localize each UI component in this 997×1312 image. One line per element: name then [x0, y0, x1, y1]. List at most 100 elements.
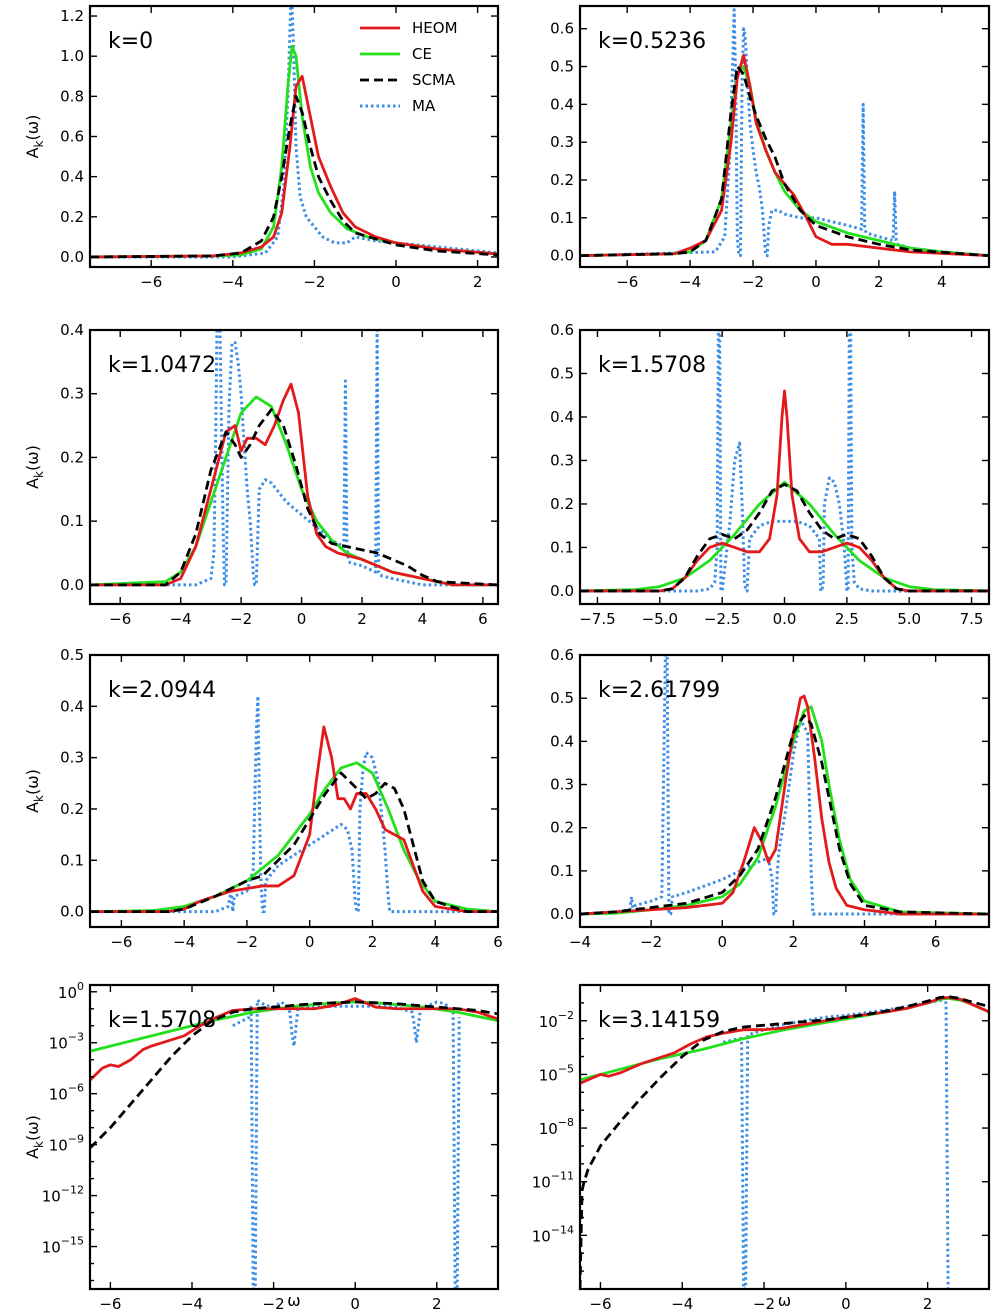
y-tick-label: 0.5	[550, 689, 574, 707]
legend-label: CE	[412, 45, 432, 63]
y-tick-label: 0.0	[60, 903, 84, 921]
x-tick-label: 0	[297, 610, 307, 628]
plot-area	[90, 330, 498, 587]
panel-label: k=0.5236	[598, 29, 706, 54]
series-heom-line	[90, 725, 498, 913]
series-scma-line	[90, 1000, 498, 1150]
x-tick-label: −2	[640, 933, 662, 951]
panel-label: k=0	[108, 29, 153, 54]
series-scma-line	[90, 94, 498, 259]
x-tick-label: −5.0	[642, 610, 678, 628]
x-tick-label: −6	[110, 933, 132, 951]
x-tick-label: −2	[263, 1295, 285, 1312]
y-tick-label: 0.6	[550, 646, 574, 664]
plot-area	[90, 6, 498, 259]
x-tick-label: −6	[99, 1295, 121, 1312]
x-axis-label: ω	[287, 1291, 300, 1310]
legend-entry-heom: HEOM	[360, 19, 458, 37]
x-tick-label: −4	[569, 933, 591, 951]
plot-area	[580, 995, 989, 1289]
panel-label: k=3.14159	[598, 1008, 720, 1033]
y-tick-label: 0.4	[60, 168, 84, 186]
x-tick-label: −2	[230, 610, 252, 628]
plot-area	[90, 694, 498, 914]
legend-label: SCMA	[412, 71, 456, 89]
y-axis-label: Ak(ω)	[23, 445, 46, 489]
series-ce-line	[580, 65, 989, 258]
y-tick-label: 0.4	[60, 321, 84, 339]
x-tick-label: −2	[742, 273, 764, 291]
x-tick-label: 0	[717, 933, 727, 951]
x-tick-label: 2	[874, 273, 884, 291]
subplot-2: −6 −4 −2 0 2 4 0.0 0.1 0.2 0.3 0.4 0.5 0.6 k=0.5236	[550, 4, 991, 291]
x-tick-label: 4	[860, 933, 870, 951]
subplot-8: −6 −4 −2 0 2 10−2 10−5 10−8 10−11 10−14 k=3.14159 ω	[532, 983, 991, 1312]
series-ma-line	[90, 694, 498, 914]
y-tick-label: 0.2	[60, 208, 84, 226]
series-ce-line	[580, 705, 989, 916]
y-tick-label: 0.6	[550, 321, 574, 339]
x-tick-label: 2	[789, 933, 799, 951]
y-tick-label: 10−12	[42, 1184, 84, 1206]
panel-label: k=2.61799	[598, 678, 720, 703]
series-ce-line	[580, 480, 989, 593]
x-tick-label: −6	[109, 610, 131, 628]
x-tick-label: 0.0	[773, 610, 797, 628]
axes-frame	[88, 328, 500, 606]
x-tick-label: 0	[305, 933, 315, 951]
x-tick-label: 4	[430, 933, 440, 951]
y-tick-label: 10−15	[42, 1235, 84, 1257]
series-heom-line	[90, 74, 498, 259]
y-axis-label: Ak(ω)	[23, 769, 46, 813]
x-tick-label: −4	[170, 610, 192, 628]
y-tick-label: 0.2	[550, 819, 574, 837]
x-tick-label: −2.5	[704, 610, 740, 628]
y-tick-label: 0.3	[60, 749, 84, 767]
series-ce-line	[90, 395, 498, 587]
y-tick-label: 10−14	[532, 1223, 574, 1245]
axes-frame	[578, 4, 991, 269]
x-tick-label: −6	[140, 273, 162, 291]
subplot-4: −7.5 −5.0 −2.5 0.0 2.5 5.0 7.5 0.0 0.1 0.2 0.3 0.4 0…	[550, 321, 991, 628]
y-tick-label: 10−11	[532, 1170, 574, 1192]
x-tick-label: 4	[937, 273, 947, 291]
y-tick-label: 0.1	[60, 512, 84, 530]
axes-frame	[88, 983, 500, 1291]
x-axis-label: ω	[778, 1291, 791, 1310]
x-tick-label: 6	[478, 610, 488, 628]
y-tick-label: 10−9	[49, 1133, 84, 1155]
series-heom-line	[580, 694, 989, 916]
subplot-5: −6 −4 −2 0 2 4 6 0.0 0.1 0.2 0.3 0.4 0.5 k=2.0944 Ak(ω…	[23, 646, 503, 951]
series-scma-line	[90, 408, 498, 587]
y-tick-label: 1.0	[60, 47, 84, 65]
x-tick-label: −2	[303, 273, 325, 291]
y-tick-label: 0.5	[60, 646, 84, 664]
y-axis-label: Ak(ω)	[23, 115, 46, 159]
y-tick-label: 10−3	[49, 1031, 84, 1053]
subplot-3: −6 −4 −2 0 2 4 6 0.0 0.1 0.2 0.3 0.4 k=1.0472 Ak(ω)	[23, 321, 500, 628]
legend-entry-ma: MA	[360, 97, 436, 115]
series-ma-line	[232, 998, 461, 1289]
x-tick-label: −6	[589, 1295, 611, 1312]
x-tick-label: 6	[493, 933, 503, 951]
axes-frame	[88, 653, 500, 929]
subplot-6: −4 −2 0 2 4 6 0.0 0.1 0.2 0.3 0.4 0.5 0.6 k=2.61799	[550, 646, 991, 951]
legend-label: HEOM	[412, 19, 458, 37]
subplot-1: −6 −4 −2 0 2 0.0 0.2 0.4 0.6 0.8 1.0 1.2 k=0 Ak(ω)	[23, 4, 500, 291]
y-axis-label: Ak(ω)	[23, 1115, 46, 1159]
legend-entry-ce: CE	[360, 45, 432, 63]
y-tick-label: 0.4	[60, 697, 84, 715]
y-tick-label: 0.2	[60, 800, 84, 818]
x-tick-label: 2	[368, 933, 378, 951]
y-tick-label: 0.3	[60, 385, 84, 403]
y-tick-label: 0.0	[550, 905, 574, 923]
x-tick-label: −7.5	[579, 610, 615, 628]
y-tick-label: 10−8	[539, 1116, 574, 1138]
y-tick-label: 0.3	[550, 776, 574, 794]
subplot-7: −6 −4 −2 0 2 100 10−3 10−6 10−9 10−12 10−15 k=1.570…	[23, 980, 500, 1312]
y-tick-label: 0.5	[550, 364, 574, 382]
x-tick-label: 7.5	[960, 610, 984, 628]
x-tick-label: −6	[616, 273, 638, 291]
y-tick-label: 0.6	[550, 20, 574, 38]
